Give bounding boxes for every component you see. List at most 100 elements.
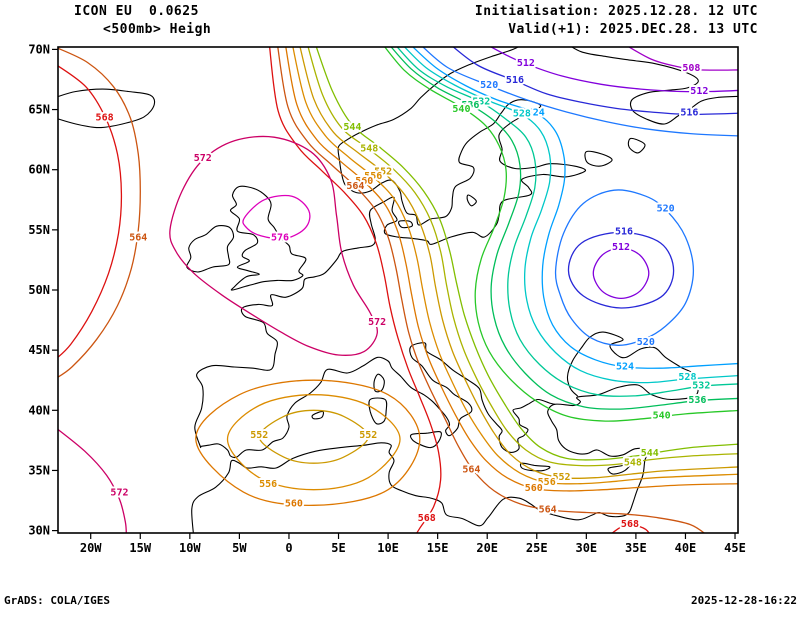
contour-line-568 [268, 47, 442, 533]
coastline-mallorca [311, 410, 324, 420]
contour-labels: 5085125125125165165165205205205245245285… [94, 56, 713, 532]
coastline-zealand [398, 220, 413, 229]
contour-line-560 [195, 379, 421, 506]
creation-timestamp: 2025-12-28-16:22 [691, 594, 797, 607]
contour-label-540: 540 [653, 411, 671, 422]
contour-label-512: 512 [612, 242, 630, 253]
y-axis-tick-label: 60N [28, 163, 50, 177]
contour-label-548: 548 [624, 458, 642, 469]
coastline-south-europe [200, 342, 556, 459]
x-axis-tick-label: 30E [575, 541, 597, 555]
contour-label-520: 520 [657, 204, 675, 215]
x-axis-tick-label: 15W [129, 541, 151, 555]
contour-label-564: 564 [346, 181, 364, 192]
contour-line-576 [242, 194, 311, 240]
field-title: <500mb> Heigh [103, 22, 212, 37]
contour-label-568: 568 [418, 513, 436, 524]
contour-line-556 [292, 47, 738, 485]
y-axis-tick-label: 65N [28, 103, 50, 117]
coastline-corsica [373, 373, 385, 393]
y-axis-tick-label: 55N [28, 223, 50, 237]
contour-label-532: 532 [692, 381, 710, 392]
contour-line-552 [299, 47, 738, 480]
contour-label-536: 536 [688, 395, 706, 406]
contour-label-560: 560 [355, 176, 373, 187]
x-axis-tick-label: 5E [331, 541, 345, 555]
contour-label-576: 576 [271, 233, 289, 244]
y-axis-tick-label: 35N [28, 463, 50, 477]
x-axis-tick-label: 40E [675, 541, 697, 555]
contour-label-528: 528 [513, 109, 531, 120]
contour-label-508: 508 [682, 63, 700, 74]
contour-label-568: 568 [621, 519, 639, 530]
contour-label-564: 564 [129, 233, 147, 244]
contour-label-540: 540 [452, 104, 470, 115]
contour-label-568: 568 [96, 112, 114, 123]
axes: 20W 15W 10W 5W 0 5E 10E 15E 20E 25E 30E 35E 40E 45E 70… [28, 42, 746, 555]
coastline-kola-white-sea [570, 47, 738, 125]
x-axis-tick-label: 20W [80, 541, 102, 555]
contour-label-516: 516 [615, 227, 633, 238]
contour-line-532 [396, 47, 738, 397]
contour-label-516: 516 [506, 75, 524, 86]
contour-label-512: 512 [517, 58, 535, 69]
contour-line-536 [390, 47, 738, 410]
contour-label-544: 544 [641, 448, 659, 459]
contour-line-512 [489, 47, 738, 93]
coastline-gotland [466, 194, 477, 207]
contour-label-552: 552 [374, 166, 392, 177]
y-axis-tick-label: 45N [28, 343, 50, 357]
grads-stamp: GrADS: COLA/IGES [4, 594, 110, 607]
contour-label-528: 528 [678, 372, 696, 383]
x-axis-tick-label: 25E [526, 541, 548, 555]
x-axis-tick-label: 10E [377, 541, 399, 555]
valid-time: Valid(+1): 2025.DEC.28. 13 UTC [508, 22, 758, 37]
contour-label-512: 512 [690, 86, 708, 97]
contour-lines [58, 47, 738, 533]
x-axis-tick-label: 5W [232, 541, 247, 555]
contour-label-560: 560 [285, 498, 303, 509]
contour-label-560: 560 [525, 483, 543, 494]
contour-line-568 [611, 523, 650, 533]
model-title: ICON EU 0.0625 [74, 4, 199, 19]
x-axis-tick-label: 45E [724, 541, 746, 555]
contour-label-532: 532 [472, 97, 490, 108]
contour-label-556: 556 [259, 479, 277, 490]
y-axis-tick-label: 70N [28, 42, 50, 56]
contour-line-564 [58, 47, 141, 378]
y-axis-tick-label: 30N [28, 524, 50, 538]
contour-line-552 [258, 409, 369, 464]
coastline-ireland [186, 225, 235, 273]
contour-label-552: 552 [553, 472, 571, 483]
contour-label-516: 516 [680, 107, 698, 118]
contour-label-556: 556 [538, 477, 556, 488]
contour-line-540 [384, 47, 738, 422]
coastline-great-britain [229, 185, 307, 291]
x-axis-tick-label: 10W [179, 541, 201, 555]
initialisation-time: Initialisation: 2025.12.28. 12 UTC [474, 4, 758, 19]
contour-label-544: 544 [343, 122, 361, 133]
contour-line-520 [422, 47, 738, 137]
contour-line-516 [567, 231, 675, 309]
contour-label-564: 564 [462, 465, 480, 476]
contour-line-556 [226, 394, 401, 491]
coastline-sardinia [368, 397, 388, 425]
map-frame [57, 46, 739, 534]
coastline-cyprus [607, 461, 633, 475]
contour-line-528 [403, 47, 738, 384]
contour-label-524: 524 [616, 361, 634, 372]
contour-label-520: 520 [637, 337, 655, 348]
contour-label-572: 572 [110, 488, 128, 499]
coastline-lake-ladoga [584, 150, 613, 167]
contour-label-552: 552 [359, 430, 377, 441]
contour-label-536: 536 [461, 100, 479, 111]
contour-line-564 [277, 47, 706, 533]
contour-line-560 [285, 47, 738, 492]
coastlines [58, 47, 738, 533]
contour-line-508 [627, 47, 738, 71]
contour-label-572: 572 [194, 153, 212, 164]
contour-line-544 [315, 47, 738, 461]
contour-label-572: 572 [368, 317, 386, 328]
